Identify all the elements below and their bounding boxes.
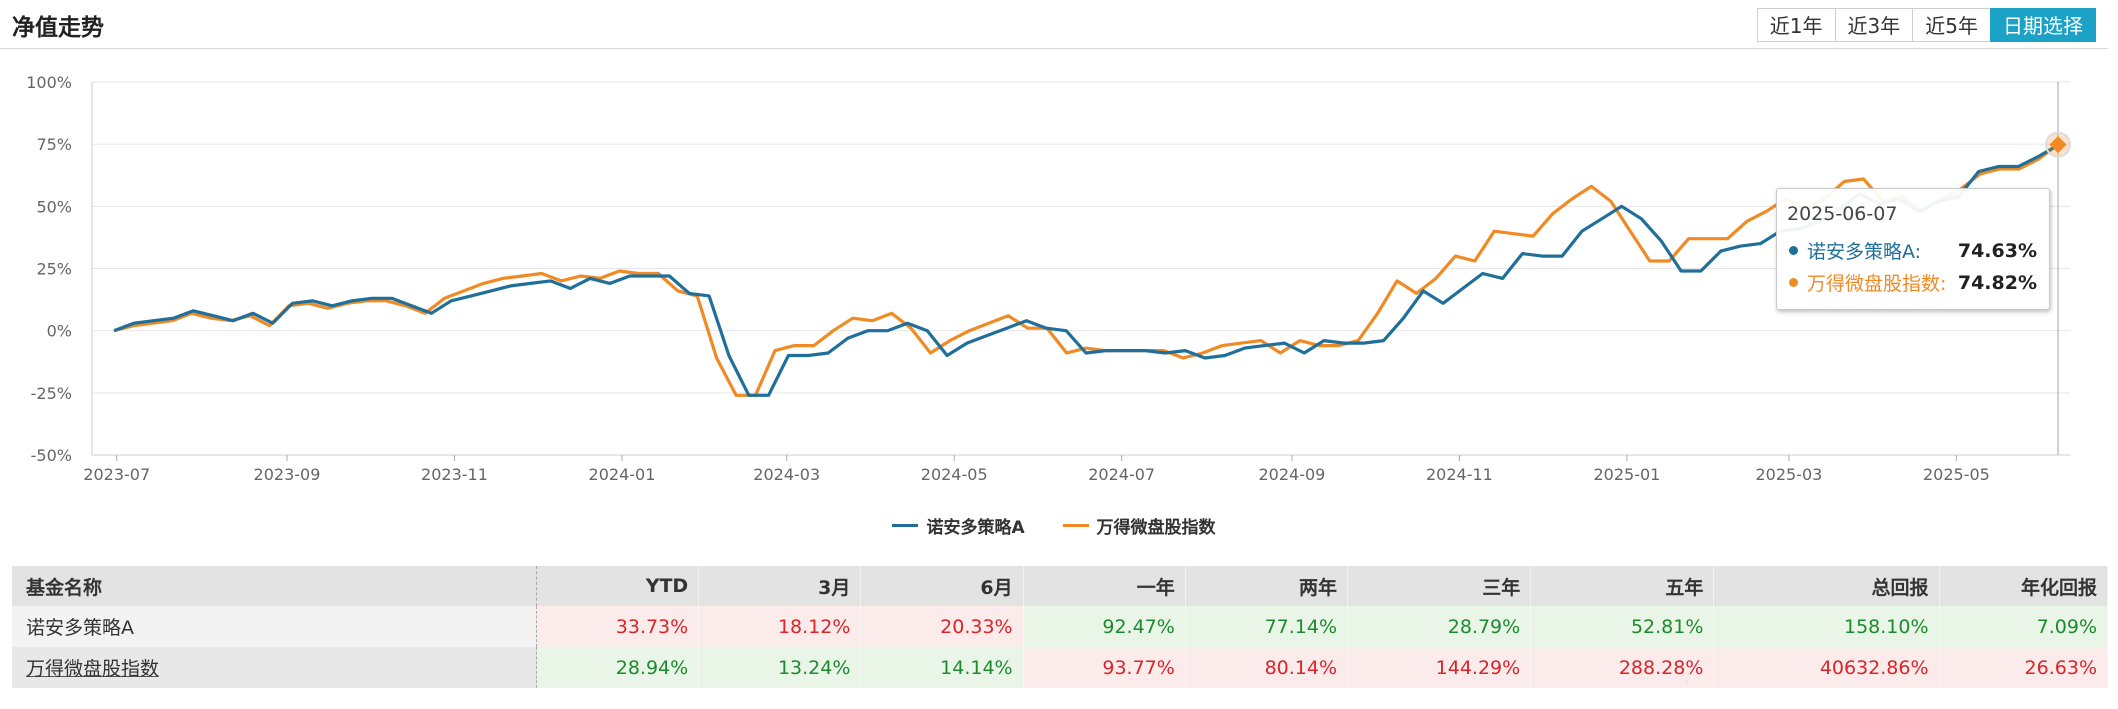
- cell-1y: 92.47%: [1023, 606, 1186, 647]
- tooltip-series-index: 万得微盘股指数:: [1807, 273, 1947, 295]
- cell-total-return: 158.10%: [1713, 606, 1940, 647]
- tooltip-dot-index: [1789, 278, 1798, 287]
- tooltip-value-fund: 74.63%: [1957, 239, 2037, 262]
- chart-legend: 诺安多策略A 万得微盘股指数: [0, 512, 2108, 538]
- cell-fund-name: 诺安多策略A: [12, 606, 537, 647]
- cell-total-return: 40632.86%: [1713, 647, 1940, 688]
- legend-label-index: 万得微盘股指数: [1096, 518, 1216, 538]
- x-tick-label: 2024-03: [753, 465, 820, 484]
- x-tick-label: 2025-03: [1755, 465, 1822, 484]
- x-tick-label: 2025-01: [1593, 465, 1660, 484]
- y-tick-label: 25%: [36, 260, 72, 279]
- legend-swatch-fund: [892, 524, 919, 527]
- cell-2y: 77.14%: [1185, 606, 1349, 647]
- cell-5y: 52.81%: [1530, 606, 1715, 647]
- header-annualized-return: 年化回报: [1939, 566, 2109, 606]
- range-button-5y[interactable]: 近5年: [1912, 8, 1991, 42]
- header-1y: 一年: [1023, 566, 1186, 606]
- header-fund-name: 基金名称: [12, 566, 537, 606]
- series-line-index[interactable]: [113, 143, 2059, 397]
- y-axis: 100% 75% 50% 25% 0% -25% -50%: [26, 73, 72, 465]
- cell-2y: 80.14%: [1185, 647, 1349, 688]
- chart-lines: [113, 143, 2059, 397]
- range-button-date-select[interactable]: 日期选择: [1990, 8, 2096, 42]
- page-title: 净值走势: [12, 15, 104, 41]
- y-tick-label: 50%: [36, 197, 72, 216]
- cell-5y: 288.28%: [1530, 647, 1715, 688]
- performance-table: 基金名称 YTD 3月 6月 一年 两年 三年 五年 总回报 年化回报 诺安多策…: [12, 566, 2109, 688]
- x-axis: 2023-07 2023-09 2023-11 2024-01 2024-03 2024-…: [83, 455, 1990, 484]
- tooltip-date: 2025-06-07: [1787, 203, 1898, 225]
- range-button-group: 近1年 近3年 近5年 日期选择: [1756, 8, 2096, 42]
- y-tick-label: -50%: [31, 446, 72, 465]
- table-row: 诺安多策略A 33.73% 18.12% 20.33% 92.47% 77.14% 28.7…: [12, 606, 2109, 647]
- x-tick-label: 2024-11: [1426, 465, 1493, 484]
- header-ytd: YTD: [536, 566, 700, 606]
- tooltip-row-fund: 诺安多策略A: 74.63%: [1789, 237, 2045, 264]
- y-tick-label: 75%: [36, 135, 72, 154]
- nav-trend-chart[interactable]: 100%75%50%25%0%-25%-50% 2023-07 2023-09 20…: [0, 55, 2108, 495]
- cell-ytd: 28.94%: [536, 647, 700, 688]
- x-tick-label: 2024-05: [921, 465, 988, 484]
- tooltip-value-index: 74.82%: [1957, 271, 2037, 294]
- cell-6m: 14.14%: [860, 647, 1024, 688]
- x-tick-label: 2023-11: [421, 465, 488, 484]
- legend-item-index[interactable]: 万得微盘股指数: [1062, 513, 1216, 538]
- legend-item-fund[interactable]: 诺安多策略A: [892, 513, 1025, 538]
- hover-marker: [2045, 82, 2071, 455]
- tooltip-dot-fund: [1789, 246, 1798, 255]
- tooltip-row-index: 万得微盘股指数: 74.82%: [1789, 269, 2045, 296]
- x-tick-label: 2023-07: [83, 465, 150, 484]
- range-button-3y[interactable]: 近3年: [1834, 8, 1914, 42]
- header-3m: 3月: [698, 566, 862, 606]
- cell-1y: 93.77%: [1023, 647, 1186, 688]
- y-tick-label: 100%: [26, 73, 72, 92]
- x-tick-label: 2024-09: [1259, 465, 1326, 484]
- x-tick-label: 2023-09: [254, 465, 321, 484]
- cell-3m: 18.12%: [698, 606, 862, 647]
- legend-label-fund: 诺安多策略A: [926, 518, 1025, 538]
- legend-swatch-index: [1062, 524, 1089, 527]
- series-line-fund[interactable]: [113, 143, 2059, 397]
- chart-header: 净值走势 近1年 近3年 近5年 日期选择: [0, 0, 2108, 49]
- cell-annualized-return: 26.63%: [1939, 647, 2109, 688]
- header-2y: 两年: [1185, 566, 1349, 606]
- cell-fund-name[interactable]: 万得微盘股指数: [12, 647, 537, 688]
- header-3y: 三年: [1347, 566, 1532, 606]
- cell-annualized-return: 7.09%: [1939, 606, 2109, 647]
- cell-ytd: 33.73%: [536, 606, 700, 647]
- range-button-1y[interactable]: 近1年: [1756, 8, 1836, 42]
- y-tick-label: -25%: [31, 384, 72, 403]
- tooltip-series-fund: 诺安多策略A:: [1807, 241, 1922, 263]
- chart-tooltip: 2025-06-07 诺安多策略A: 74.63% 万得微盘股指数: 74.82…: [1776, 188, 2050, 310]
- x-tick-label: 2025-05: [1923, 465, 1990, 484]
- cell-6m: 20.33%: [860, 606, 1024, 647]
- chart-grid: [91, 81, 2070, 456]
- cell-3m: 13.24%: [698, 647, 862, 688]
- header-total-return: 总回报: [1713, 566, 1940, 606]
- y-tick-label: 0%: [47, 322, 72, 341]
- x-tick-label: 2024-07: [1088, 465, 1155, 484]
- header-6m: 6月: [860, 566, 1024, 606]
- header-5y: 五年: [1530, 566, 1715, 606]
- cell-3y: 144.29%: [1347, 647, 1532, 688]
- table-row: 万得微盘股指数 28.94% 13.24% 14.14% 93.77% 80.14% 144…: [12, 647, 2109, 688]
- cell-3y: 28.79%: [1347, 606, 1532, 647]
- x-tick-label: 2024-01: [589, 465, 656, 484]
- table-header-row: 基金名称 YTD 3月 6月 一年 两年 三年 五年 总回报 年化回报: [12, 566, 2109, 606]
